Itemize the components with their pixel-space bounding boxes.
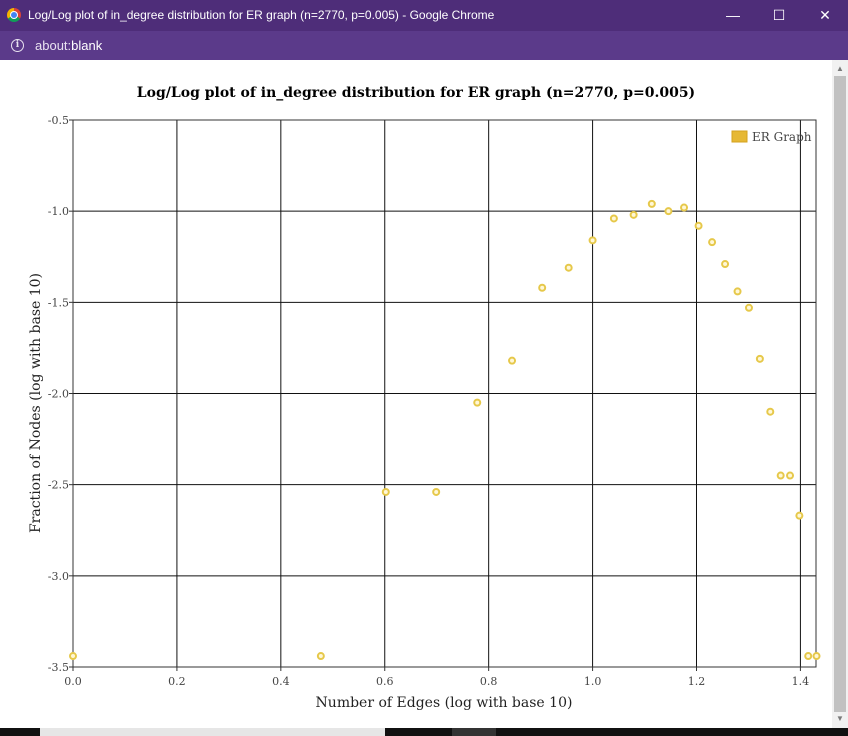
y-tick-label: -1.0 — [48, 205, 69, 218]
y-tick-label: -2.5 — [48, 479, 69, 492]
url-host: blank — [71, 38, 103, 53]
chart-title: Log/Log plot of in_degree distribution f… — [137, 85, 695, 101]
chart-grid — [73, 120, 816, 667]
data-point — [381, 487, 390, 496]
window-title: Log/Log plot of in_degree distribution f… — [28, 8, 495, 22]
data-point — [538, 283, 547, 292]
legend: ER Graph — [731, 130, 812, 144]
data-point — [786, 471, 795, 480]
data-points — [69, 199, 821, 661]
y-axis-ticks: -0.5 -1.0 -1.5 -2.0 -2.5 -3.0 -3.5 — [48, 114, 73, 674]
data-point — [766, 407, 775, 416]
data-point — [629, 210, 638, 219]
minimize-button[interactable]: — — [726, 7, 740, 23]
scroll-down-arrow-icon[interactable]: ▼ — [836, 714, 844, 723]
taskbar-strip — [0, 728, 848, 736]
data-point — [69, 652, 77, 661]
data-point — [564, 263, 573, 272]
close-button[interactable]: ✕ — [819, 7, 831, 23]
legend-swatch — [731, 130, 748, 143]
x-tick-label: 1.4 — [792, 675, 810, 688]
y-tick-label: -3.0 — [48, 570, 69, 583]
data-point — [316, 652, 325, 661]
taskbar-item[interactable] — [452, 728, 496, 736]
data-point — [812, 652, 821, 661]
y-axis-label: Fraction of Nodes (log with base 10) — [28, 273, 44, 533]
scroll-up-arrow-icon[interactable]: ▲ — [836, 64, 844, 73]
data-point — [647, 199, 656, 208]
x-tick-label: 0.8 — [480, 675, 498, 688]
data-point — [680, 203, 689, 212]
data-point — [804, 652, 813, 661]
data-point — [432, 487, 441, 496]
x-tick-label: 1.0 — [584, 675, 602, 688]
data-point — [755, 354, 764, 363]
data-point — [508, 356, 517, 365]
x-axis-ticks: 0.0 0.2 0.4 0.6 0.8 1.0 1.2 1.4 — [64, 667, 809, 688]
data-point — [776, 471, 785, 480]
scatter-chart: Log/Log plot of in_degree distribution f… — [28, 85, 821, 711]
data-point — [708, 238, 717, 247]
x-tick-label: 0.0 — [64, 675, 82, 688]
data-point — [721, 260, 730, 269]
page-viewport: Log/Log plot of in_degree distribution f… — [0, 60, 832, 728]
data-point — [733, 287, 742, 296]
y-tick-label: -3.5 — [48, 661, 69, 674]
x-tick-label: 0.2 — [168, 675, 186, 688]
address-bar[interactable]: i about:blank — [0, 31, 848, 60]
info-icon[interactable]: i — [11, 39, 24, 52]
data-point — [473, 398, 482, 407]
x-axis-label: Number of Edges (log with base 10) — [316, 695, 573, 711]
y-tick-label: -0.5 — [48, 114, 69, 127]
chrome-logo-icon — [7, 8, 21, 22]
data-point — [664, 207, 673, 216]
maximize-button[interactable]: ☐ — [772, 7, 786, 23]
vertical-scrollbar[interactable]: ▲ ▼ — [832, 60, 848, 728]
url-text[interactable]: about:blank — [35, 38, 102, 53]
data-point — [694, 221, 703, 230]
data-point — [588, 236, 597, 245]
data-point — [795, 511, 804, 520]
legend-label: ER Graph — [752, 130, 812, 144]
taskbar-item[interactable] — [40, 728, 385, 736]
y-tick-label: -1.5 — [48, 296, 69, 309]
scrollbar-thumb[interactable] — [834, 76, 846, 712]
window-titlebar: Log/Log plot of in_degree distribution f… — [0, 0, 848, 31]
url-prefix: about: — [35, 38, 72, 53]
data-point — [744, 303, 753, 312]
y-tick-label: -2.0 — [48, 388, 69, 401]
x-tick-label: 0.4 — [272, 675, 290, 688]
data-point — [609, 214, 618, 223]
x-tick-label: 0.6 — [376, 675, 394, 688]
x-tick-label: 1.2 — [688, 675, 706, 688]
